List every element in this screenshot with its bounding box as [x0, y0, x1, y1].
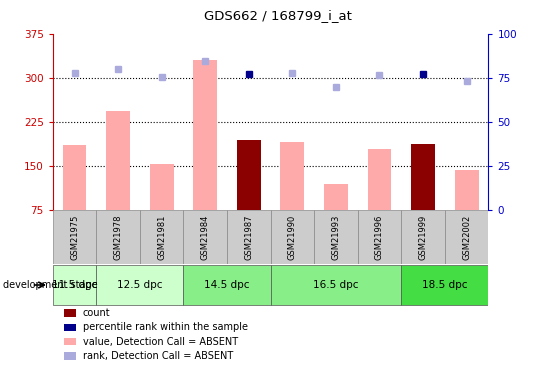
FancyBboxPatch shape — [271, 210, 314, 264]
FancyBboxPatch shape — [183, 265, 271, 305]
Bar — [237, 140, 261, 210]
Bar — [193, 60, 217, 210]
Text: 14.5 dpc: 14.5 dpc — [204, 280, 250, 290]
Text: GSM21984: GSM21984 — [201, 214, 210, 260]
Text: 16.5 dpc: 16.5 dpc — [313, 280, 359, 290]
Bar — [280, 142, 304, 210]
Text: GSM21978: GSM21978 — [114, 214, 123, 260]
Bar — [324, 184, 348, 210]
Text: GSM22002: GSM22002 — [462, 214, 471, 260]
FancyBboxPatch shape — [140, 210, 183, 264]
Text: 18.5 dpc: 18.5 dpc — [422, 280, 467, 290]
Text: value, Detection Call = ABSENT: value, Detection Call = ABSENT — [83, 337, 238, 346]
FancyBboxPatch shape — [401, 210, 445, 264]
Bar — [63, 146, 87, 210]
Text: percentile rank within the sample: percentile rank within the sample — [83, 322, 248, 332]
Text: GSM21990: GSM21990 — [288, 214, 297, 260]
Text: GSM21987: GSM21987 — [244, 214, 253, 260]
FancyBboxPatch shape — [183, 210, 227, 264]
Text: 11.5 dpc: 11.5 dpc — [52, 280, 97, 290]
Text: GDS662 / 168799_i_at: GDS662 / 168799_i_at — [204, 9, 351, 22]
FancyBboxPatch shape — [227, 210, 271, 264]
FancyBboxPatch shape — [97, 210, 140, 264]
Text: 12.5 dpc: 12.5 dpc — [117, 280, 163, 290]
FancyBboxPatch shape — [53, 210, 97, 264]
Text: GSM21999: GSM21999 — [418, 214, 427, 260]
FancyBboxPatch shape — [314, 210, 357, 264]
FancyBboxPatch shape — [401, 265, 488, 305]
Bar — [411, 144, 435, 210]
Bar — [106, 111, 130, 210]
FancyBboxPatch shape — [97, 265, 183, 305]
Text: GSM21975: GSM21975 — [70, 214, 79, 260]
Text: rank, Detection Call = ABSENT: rank, Detection Call = ABSENT — [83, 351, 233, 361]
Text: GSM21996: GSM21996 — [375, 214, 384, 260]
Bar — [367, 150, 391, 210]
Text: GSM21981: GSM21981 — [157, 214, 166, 260]
FancyBboxPatch shape — [271, 265, 401, 305]
Bar — [150, 164, 174, 210]
FancyBboxPatch shape — [53, 265, 97, 305]
FancyBboxPatch shape — [357, 210, 401, 264]
Text: development stage: development stage — [3, 280, 97, 290]
Text: GSM21993: GSM21993 — [331, 214, 340, 260]
FancyBboxPatch shape — [445, 210, 488, 264]
Text: count: count — [83, 308, 110, 318]
Bar — [455, 170, 478, 210]
